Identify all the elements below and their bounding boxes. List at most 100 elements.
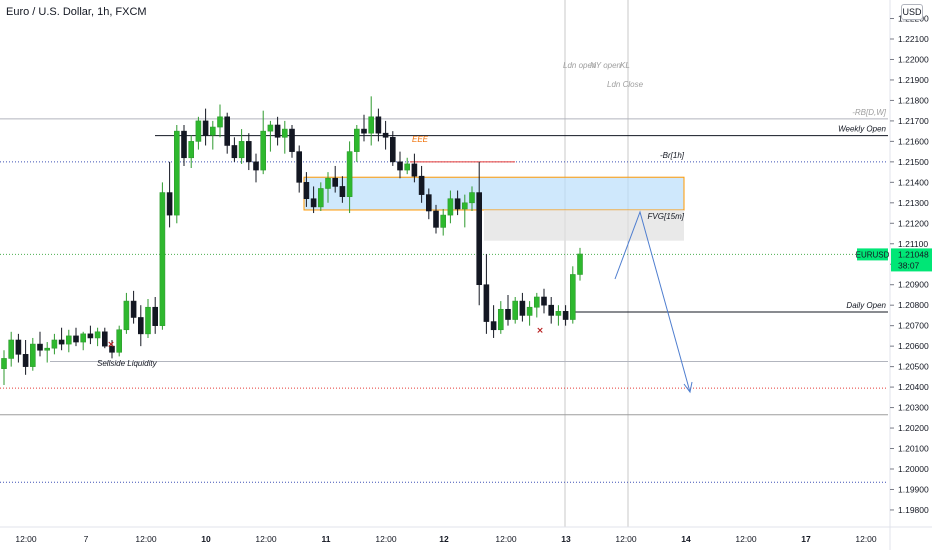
candle-body xyxy=(8,339,14,359)
price-tag-value: 1.21048 xyxy=(898,249,929,259)
y-tick-label: 1.21700 xyxy=(898,116,929,126)
x-tick-label: 12:00 xyxy=(855,534,877,544)
candle-body xyxy=(447,198,454,216)
y-tick-label: 1.21200 xyxy=(898,218,929,228)
candle-body xyxy=(210,126,216,136)
candle-body xyxy=(87,333,94,339)
x-tick-label: 12:00 xyxy=(375,534,397,544)
candle-body xyxy=(51,339,58,349)
y-tick-label: 1.20000 xyxy=(898,464,929,474)
x-tick-label: 12:00 xyxy=(15,534,37,544)
candle-body xyxy=(296,151,303,183)
candle-body xyxy=(15,339,22,355)
candle-body xyxy=(533,296,540,308)
y-tick-label: 1.21100 xyxy=(898,239,928,249)
annotation-sellside: Sellside Liquidity xyxy=(97,359,158,368)
candle-body xyxy=(94,331,101,339)
candle-body xyxy=(174,130,180,216)
candle-body xyxy=(375,116,382,134)
y-tick-label: 1.21600 xyxy=(898,136,929,146)
candle-body xyxy=(181,130,187,159)
candle-body xyxy=(202,120,209,136)
liquidity-marker: × xyxy=(107,340,115,350)
annotation-eee: EEE xyxy=(412,135,429,144)
x-tick-label: 10 xyxy=(201,534,211,544)
liquidity-marker: × xyxy=(536,326,544,336)
y-tick-label: 1.21300 xyxy=(898,198,929,208)
zone-breaker xyxy=(303,176,685,211)
level-label-1: Daily Open xyxy=(846,301,886,310)
y-tick-label: 1.20500 xyxy=(898,362,929,372)
x-tick-label: 11 xyxy=(322,534,331,544)
y-tick-label: 1.20600 xyxy=(898,341,929,351)
chart-title: Euro / U.S. Dollar, 1h, FXCM xyxy=(6,6,147,18)
candle-body xyxy=(332,177,339,187)
y-tick-label: 1.20900 xyxy=(898,280,929,290)
level-label-0: Weekly Open xyxy=(838,125,886,134)
candle-body xyxy=(109,345,115,353)
annotation-ldn-open: Ldn open xyxy=(563,61,597,70)
candle-body xyxy=(159,192,166,326)
x-tick-label: 12:00 xyxy=(615,534,637,544)
y-tick-label: 1.19800 xyxy=(898,505,929,515)
candle-body xyxy=(58,339,65,345)
y-tick-label: 1.20800 xyxy=(898,300,929,310)
zone-label-breaker: -Br[1h] xyxy=(660,151,685,160)
candle-body xyxy=(310,198,317,208)
y-tick-label: 1.22000 xyxy=(898,54,929,64)
candle-body xyxy=(469,192,475,204)
y-tick-label: 1.21500 xyxy=(898,157,929,167)
candle-body xyxy=(145,306,151,335)
candle-body xyxy=(246,141,252,163)
candle-body xyxy=(382,132,389,138)
candle-body xyxy=(404,163,411,171)
candle-body xyxy=(102,331,108,347)
candle-body xyxy=(80,333,86,343)
candle-body xyxy=(267,124,274,132)
candle-body xyxy=(274,124,281,138)
x-tick-label: 12 xyxy=(439,534,449,544)
candle-body xyxy=(505,308,511,320)
candle-body xyxy=(1,358,7,369)
candle-body xyxy=(195,120,202,142)
level-label-2: -RB[D,W] xyxy=(852,108,887,117)
candle-body xyxy=(130,300,137,318)
candle-body xyxy=(224,116,230,146)
candle-body xyxy=(231,145,238,159)
candle-body xyxy=(317,188,324,208)
projection-path xyxy=(614,210,691,393)
x-tick-label: 12:00 xyxy=(495,534,517,544)
y-tick-label: 1.20100 xyxy=(898,444,929,454)
x-tick-label: 7 xyxy=(84,534,89,544)
candle-body xyxy=(577,253,583,275)
candle-body xyxy=(397,161,403,171)
candle-body xyxy=(353,128,360,152)
candle-body xyxy=(562,311,569,320)
price-tag-symbol: EURUSD xyxy=(856,250,890,259)
candle-body xyxy=(66,335,72,345)
projection-arrowhead xyxy=(683,381,693,394)
zone-fvg xyxy=(484,209,684,241)
price-tag-box xyxy=(891,248,932,272)
x-tick-label: 12:00 xyxy=(255,534,277,544)
candle-body xyxy=(289,128,295,152)
candle-body xyxy=(152,306,158,326)
x-tick-label: 12:00 xyxy=(135,534,157,544)
candle-body xyxy=(116,329,122,353)
candle-body xyxy=(44,347,51,351)
y-tick-label: 1.19900 xyxy=(898,484,929,494)
candle-body xyxy=(325,177,331,189)
y-tick-label: 1.21900 xyxy=(898,75,929,85)
annotation-kl: KL xyxy=(620,61,630,70)
candle-body xyxy=(138,317,144,335)
candle-body xyxy=(281,128,288,138)
y-tick-label: 1.20300 xyxy=(898,403,929,413)
y-tick-label: 1.20700 xyxy=(898,321,929,331)
y-tick-label: 1.20200 xyxy=(898,423,929,433)
currency-badge[interactable]: USD xyxy=(901,4,923,20)
candle-body xyxy=(569,274,576,320)
y-tick-label: 1.21800 xyxy=(898,95,929,105)
candle-body xyxy=(303,182,310,200)
